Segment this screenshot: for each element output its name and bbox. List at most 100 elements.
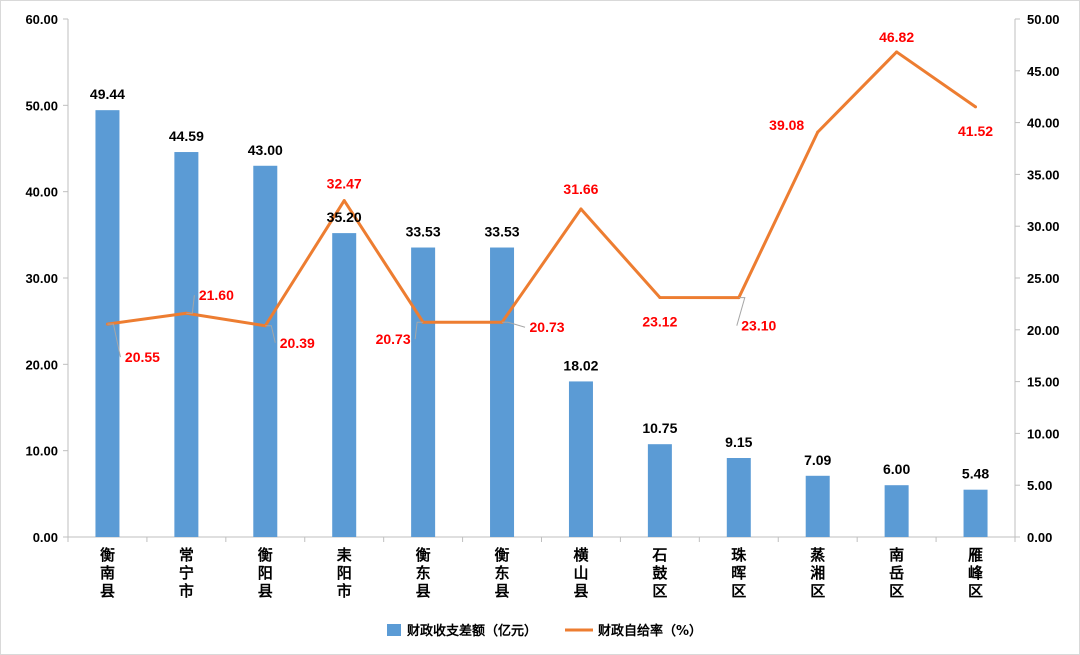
bar-value-label: 35.20	[327, 209, 362, 225]
line-point	[895, 50, 899, 54]
line-series	[105, 50, 978, 328]
line-value-label: 20.73	[530, 319, 565, 335]
category-label-char: 阳	[258, 564, 273, 582]
category-label: 衡阳县	[258, 546, 273, 600]
bar-value-label: 33.53	[406, 224, 441, 240]
bar	[568, 381, 593, 537]
label-leader-line	[502, 321, 526, 328]
line-value-label: 31.66	[563, 181, 598, 197]
bar-value-label: 5.48	[962, 466, 989, 482]
bar	[805, 475, 830, 537]
category-label-char: 晖	[731, 564, 746, 582]
label-leader-line	[107, 323, 121, 358]
category-label-char: 区	[731, 582, 746, 600]
label-leader-line	[265, 325, 276, 343]
category-label-char: 宁	[179, 564, 194, 582]
line-point	[658, 295, 662, 299]
data-labels: 49.44 44.59 43.00 35.20 33.53 33.53 18.02 10.75…	[90, 29, 993, 482]
category-label: 衡东县	[416, 546, 431, 600]
legend-line-label: 财政自给率（%）	[598, 623, 702, 639]
right-tick-label: 35.00	[1027, 167, 1060, 182]
category-label-char: 阳	[337, 564, 352, 582]
category-label: 蒸湘区	[810, 546, 825, 600]
right-tick-label: 30.00	[1027, 219, 1060, 234]
line-value-label: 20.39	[280, 335, 315, 351]
right-tick-label: 10.00	[1027, 426, 1060, 441]
category-label-char: 衡	[495, 546, 510, 564]
line-point	[816, 130, 820, 134]
right-tick-label: 20.00	[1027, 323, 1060, 338]
bar	[253, 165, 278, 537]
category-label-char: 鼓	[652, 564, 668, 582]
category-label-char: 区	[810, 582, 825, 600]
category-label-char: 蒸	[810, 546, 825, 564]
category-label: 耒阳市	[337, 546, 353, 600]
category-label-char: 山	[573, 564, 588, 582]
category-label: 雁峰区	[968, 546, 984, 600]
category-label-char: 峰	[968, 564, 984, 582]
line-value-label: 32.47	[327, 176, 362, 192]
line-value-label: 20.55	[125, 349, 160, 365]
bar	[332, 233, 357, 537]
right-tick-label: 15.00	[1027, 375, 1060, 390]
category-label-char: 岳	[889, 564, 904, 582]
bar	[726, 458, 751, 537]
bar-value-label: 9.15	[725, 434, 752, 450]
right-tick-label: 25.00	[1027, 271, 1060, 286]
left-tick-label: 30.00	[25, 271, 58, 286]
category-label-char: 区	[889, 582, 904, 600]
bar-value-label: 7.09	[804, 452, 831, 468]
bar	[490, 247, 515, 537]
category-label-char: 湘	[810, 564, 825, 582]
line-value-label: 23.12	[642, 313, 677, 329]
category-label-char: 县	[416, 582, 431, 600]
line-value-label: 23.10	[741, 318, 776, 334]
bar	[884, 485, 909, 537]
line-value-label: 41.52	[958, 123, 993, 139]
category-label-char: 区	[968, 582, 983, 600]
category-label-char: 东	[495, 564, 510, 582]
left-tick-label: 20.00	[25, 357, 58, 372]
left-tick-label: 10.00	[25, 444, 58, 459]
category-label: 衡南县	[100, 546, 115, 600]
bar-value-label: 10.75	[642, 420, 677, 436]
category-label: 衡东县	[495, 546, 510, 600]
bar-value-label: 33.53	[485, 224, 520, 240]
category-label-char: 县	[573, 582, 588, 600]
bar-value-label: 18.02	[563, 357, 598, 373]
line-path	[107, 50, 977, 328]
category-label-char: 县	[495, 582, 510, 600]
left-tick-label: 40.00	[25, 185, 58, 200]
legend-bar-label: 财政收支差额（亿元）	[407, 623, 537, 639]
right-tick-label: 0.00	[1027, 530, 1052, 545]
category-label-char: 县	[258, 582, 273, 600]
category-label-char: 区	[652, 582, 667, 600]
right-tick-label: 50.00	[1027, 12, 1060, 27]
label-leader-line	[186, 295, 195, 314]
line-value-label: 39.08	[769, 117, 804, 133]
category-label: 石鼓区	[651, 546, 668, 600]
category-label: 南岳区	[889, 546, 904, 600]
category-label-char: 南	[889, 546, 904, 564]
left-tick-label: 60.00	[25, 12, 58, 27]
category-label-char: 衡	[258, 546, 273, 564]
category-label-char: 耒	[337, 546, 353, 564]
line-point	[342, 199, 346, 203]
bar	[647, 444, 672, 537]
axes: 0.00 10.00 20.00 30.00 40.00 50.00 60.00 0.00 5.…	[25, 12, 1059, 545]
line-point	[974, 105, 978, 109]
line-value-label: 46.82	[879, 29, 914, 45]
category-label-char: 市	[337, 582, 352, 600]
category-label-char: 县	[100, 582, 115, 600]
left-tick-label: 50.00	[25, 98, 58, 113]
right-tick-label: 40.00	[1027, 116, 1060, 131]
bar-value-label: 43.00	[248, 142, 283, 158]
line-value-label: 21.60	[199, 287, 234, 303]
category-label: 珠晖区	[731, 546, 747, 600]
right-tick-label: 45.00	[1027, 64, 1060, 79]
label-leader-line	[736, 297, 746, 326]
line-value-label: 20.73	[376, 331, 411, 347]
